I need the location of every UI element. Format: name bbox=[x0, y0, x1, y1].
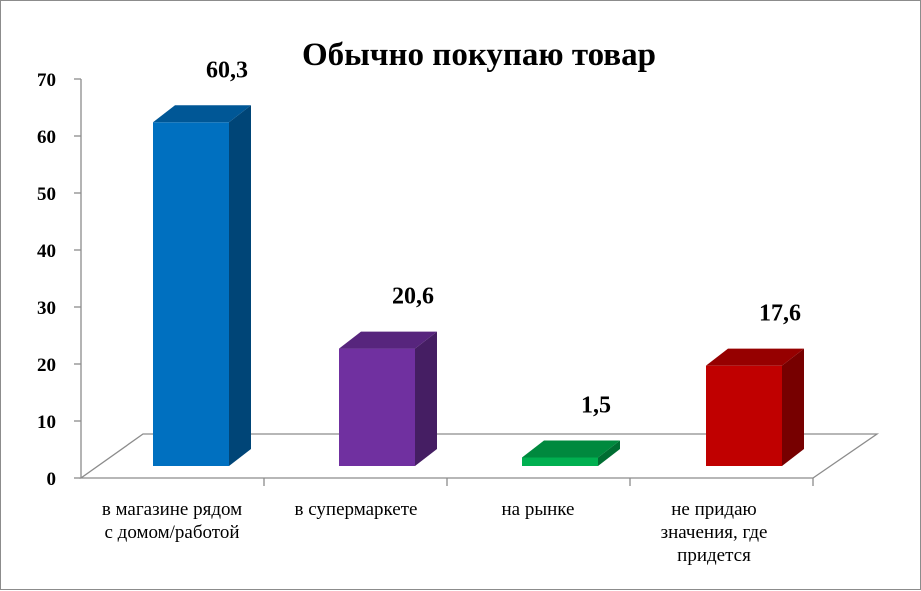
category-label-line: на рынке bbox=[502, 499, 575, 520]
data-label: 17,6 bbox=[759, 301, 801, 327]
bar-front bbox=[706, 365, 782, 466]
y-tick-label: 0 bbox=[47, 469, 57, 490]
y-tick-label: 20 bbox=[37, 355, 56, 376]
category-label-line: не придаю bbox=[671, 499, 756, 520]
category-label-line: значения, где bbox=[661, 522, 768, 543]
category-label-line: в магазине рядом bbox=[102, 499, 242, 520]
bar-side bbox=[782, 348, 804, 466]
bars-layer bbox=[153, 105, 804, 466]
category-label: в супермаркете bbox=[295, 499, 418, 520]
category-label-line: с домом/работой bbox=[104, 522, 239, 543]
y-tick-label: 40 bbox=[37, 241, 56, 262]
bar-2 bbox=[339, 331, 437, 466]
data-label: 1,5 bbox=[581, 392, 611, 418]
bar-front bbox=[522, 457, 598, 466]
labels-layer: 60,3 20,6 1,5 17,6 в магазине рядом с домом/р… bbox=[102, 57, 801, 566]
bar-front bbox=[339, 348, 415, 466]
y-tick-label: 60 bbox=[37, 127, 56, 148]
data-label: 20,6 bbox=[392, 284, 434, 310]
bar-1 bbox=[153, 105, 251, 466]
y-tick-label: 70 bbox=[37, 70, 56, 91]
y-tick-label: 30 bbox=[37, 298, 56, 319]
bar-front bbox=[153, 122, 229, 466]
category-label-line: в супермаркете bbox=[295, 499, 418, 520]
category-label: в магазине рядом с домом/работой bbox=[102, 499, 242, 543]
bar-top bbox=[522, 440, 620, 458]
category-label: на рынке bbox=[502, 499, 575, 520]
bar-top bbox=[339, 331, 437, 349]
bar-top bbox=[706, 348, 804, 366]
bar-3 bbox=[522, 440, 620, 466]
category-label: не придаю значения, где придется bbox=[661, 499, 768, 566]
axis-layer: 0 10 20 30 40 50 60 70 bbox=[37, 70, 880, 490]
y-tick-label: 10 bbox=[37, 412, 56, 433]
data-label: 60,3 bbox=[206, 57, 248, 83]
category-label-line: придется bbox=[677, 545, 751, 566]
bar-side bbox=[598, 440, 620, 466]
bar-side bbox=[229, 105, 251, 466]
floor-plane bbox=[78, 433, 880, 479]
chart-title: Обычно покупаю товар bbox=[302, 37, 656, 73]
bar-4 bbox=[706, 348, 804, 466]
y-tick-label: 50 bbox=[37, 184, 56, 205]
bar-side bbox=[415, 331, 437, 466]
bar-top bbox=[153, 105, 251, 123]
